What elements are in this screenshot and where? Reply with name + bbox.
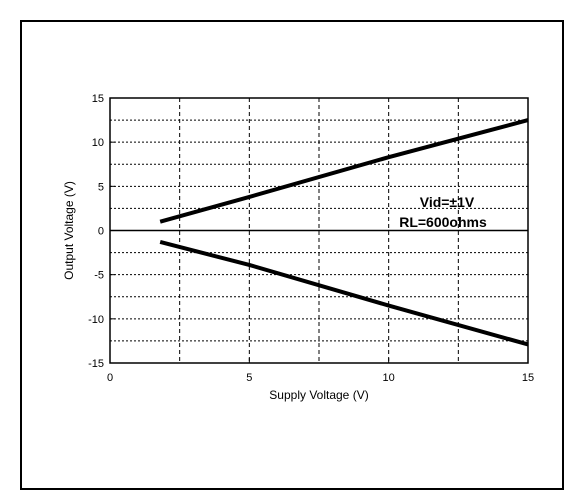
annotation-rl: RL=600ohms: [399, 214, 487, 230]
series-line-2: [159, 240, 529, 347]
y-tick-label: -5: [94, 270, 104, 282]
ticks: 0 5 10 15 -15 -10 -5 0 5 10 15: [88, 93, 534, 384]
y-tick-label: -10: [88, 314, 104, 326]
grid: [110, 98, 528, 363]
y-tick-label: 10: [92, 137, 104, 149]
y-tick-label: 5: [98, 181, 104, 193]
x-tick-label: 5: [246, 372, 252, 384]
y-tick-label: 15: [92, 93, 104, 105]
x-tick-label: 15: [522, 372, 534, 384]
x-axis-label: Supply Voltage (V): [269, 388, 368, 402]
series-line-1: [159, 118, 529, 224]
y-tick-label: 0: [98, 226, 104, 238]
x-tick-label: 10: [383, 372, 395, 384]
annotation-vid: Vid=±1V: [420, 194, 475, 210]
y-axis-label: Output Voltage (V): [62, 181, 76, 280]
x-tick-label: 0: [107, 372, 113, 384]
series-group: [159, 118, 529, 347]
y-tick-label: -15: [88, 358, 104, 370]
